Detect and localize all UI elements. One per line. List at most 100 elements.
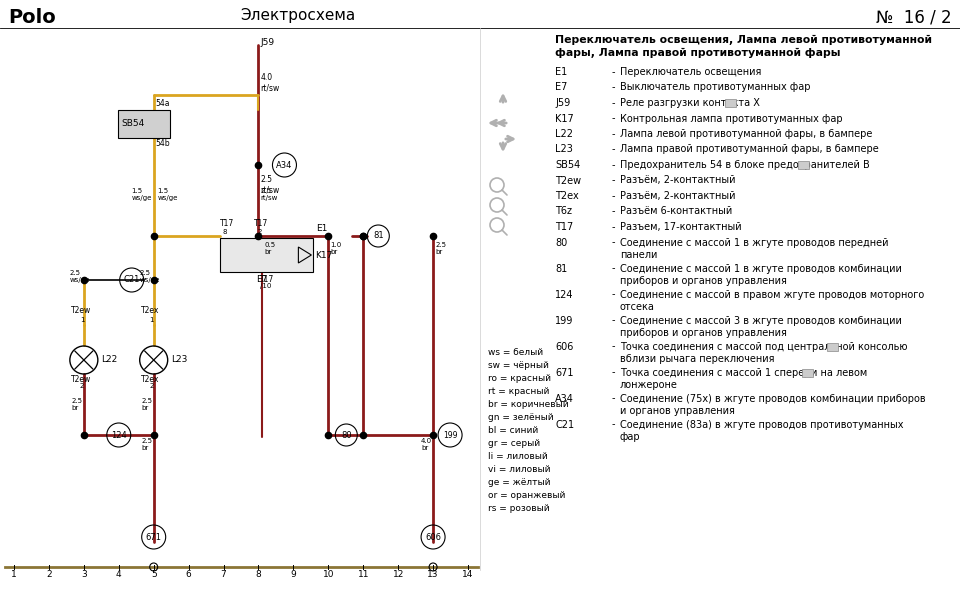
Text: 124: 124 — [555, 289, 573, 300]
Text: SB54: SB54 — [122, 120, 145, 128]
Text: Лампа правой противотуманной фары, в бампере: Лампа правой противотуманной фары, в бам… — [620, 144, 878, 155]
Text: отсека: отсека — [620, 303, 655, 313]
Text: ge = жёлтый: ge = жёлтый — [488, 478, 550, 487]
Text: br = коричневый: br = коричневый — [488, 400, 568, 409]
Text: 2.5
br: 2.5 br — [72, 398, 83, 411]
Text: L22: L22 — [101, 356, 117, 365]
Text: Выключатель противотуманных фар: Выключатель противотуманных фар — [620, 82, 810, 92]
Text: №  16 / 2: № 16 / 2 — [876, 8, 952, 26]
Text: -: - — [612, 191, 615, 201]
Text: T6z: T6z — [555, 207, 572, 217]
Text: Соединение с массой 1 в жгуте проводов передней: Соединение с массой 1 в жгуте проводов п… — [620, 237, 889, 247]
Text: T2ew: T2ew — [71, 375, 91, 384]
Text: 124: 124 — [111, 430, 127, 439]
Text: ro = красный: ro = красный — [488, 374, 551, 383]
Text: 2.5
ws/ge: 2.5 ws/ge — [140, 270, 160, 283]
Text: 606: 606 — [555, 342, 573, 352]
Text: T2ex: T2ex — [141, 375, 159, 384]
Text: Предохранитель 54 в блоке предохранителей В: Предохранитель 54 в блоке предохранителе… — [620, 160, 870, 170]
FancyBboxPatch shape — [118, 110, 170, 138]
Text: 2.5
rt/sw: 2.5 rt/sw — [260, 188, 277, 201]
Text: -: - — [612, 394, 615, 404]
Text: J59: J59 — [555, 98, 570, 108]
Text: vi = лиловый: vi = лиловый — [488, 465, 550, 474]
Text: J59: J59 — [260, 38, 275, 47]
Text: фар: фар — [620, 433, 640, 442]
FancyBboxPatch shape — [725, 99, 735, 107]
FancyBboxPatch shape — [799, 161, 809, 169]
Text: приборов и органов управления: приборов и органов управления — [620, 329, 787, 339]
Text: T17: T17 — [260, 275, 275, 284]
Text: 606: 606 — [425, 532, 441, 542]
Text: 14: 14 — [463, 570, 473, 579]
Text: T2ew: T2ew — [71, 306, 91, 315]
Text: -: - — [612, 129, 615, 139]
Text: -: - — [612, 420, 615, 430]
Text: 80: 80 — [341, 430, 351, 439]
Text: T2ex: T2ex — [555, 191, 579, 201]
Text: gn = зелёный: gn = зелёный — [488, 413, 554, 422]
Text: 671: 671 — [555, 368, 573, 378]
Text: 2.5
br: 2.5 br — [142, 438, 153, 451]
Text: -: - — [612, 237, 615, 247]
Text: 2: 2 — [80, 383, 84, 389]
Text: вблизи рычага переключения: вблизи рычага переключения — [620, 355, 775, 365]
Text: K17: K17 — [555, 114, 574, 124]
Text: приборов и органов управления: приборов и органов управления — [620, 276, 787, 287]
Text: 8: 8 — [255, 570, 261, 579]
Text: /10: /10 — [260, 283, 272, 289]
Text: 2.5
ws/ge: 2.5 ws/ge — [70, 270, 90, 283]
Text: Электросхема: Электросхема — [240, 8, 355, 23]
Text: -: - — [612, 160, 615, 170]
Text: Реле разгрузки контакта X: Реле разгрузки контакта X — [620, 98, 760, 108]
Text: L23: L23 — [171, 356, 187, 365]
Text: 5: 5 — [151, 570, 156, 579]
Text: Соединение с массой в правом жгуте проводов моторного: Соединение с массой в правом жгуте прово… — [620, 289, 924, 300]
Text: 0.5
br: 0.5 br — [264, 242, 276, 255]
Text: 3: 3 — [81, 570, 86, 579]
Text: Разъем, 17-контактный: Разъем, 17-контактный — [620, 222, 742, 232]
Text: 2.5
br: 2.5 br — [435, 242, 446, 255]
Text: T17: T17 — [254, 219, 269, 228]
Text: K17: K17 — [316, 250, 333, 259]
Text: 671: 671 — [146, 532, 161, 542]
Text: -: - — [612, 222, 615, 232]
Text: 4: 4 — [116, 570, 122, 579]
Text: 12: 12 — [393, 570, 404, 579]
Text: li = лиловый: li = лиловый — [488, 452, 548, 461]
Text: Точка соединения с массой под центральной консолью: Точка соединения с массой под центрально… — [620, 342, 907, 352]
Text: A34: A34 — [555, 394, 574, 404]
Text: L22: L22 — [555, 129, 573, 139]
Text: -: - — [612, 368, 615, 378]
Text: -: - — [612, 316, 615, 326]
Text: E7: E7 — [256, 275, 268, 284]
Text: SB54: SB54 — [555, 160, 580, 170]
Text: sw = чёрный: sw = чёрный — [488, 361, 549, 370]
Text: T17: T17 — [220, 219, 234, 228]
Text: лонжероне: лонжероне — [620, 381, 678, 391]
Text: Лампа левой противотуманной фары, в бампере: Лампа левой противотуманной фары, в бамп… — [620, 129, 873, 139]
Text: Соединение с массой 1 в жгуте проводов комбинации: Соединение с массой 1 в жгуте проводов к… — [620, 263, 901, 274]
Text: 8: 8 — [223, 229, 227, 235]
Text: панели: панели — [620, 250, 658, 260]
Text: 6: 6 — [185, 570, 191, 579]
Text: -: - — [612, 98, 615, 108]
Text: Точка соединения с массой 1 спереди на левом: Точка соединения с массой 1 спереди на л… — [620, 368, 867, 378]
Text: 1.5
ws/ge: 1.5 ws/ge — [132, 188, 152, 201]
FancyBboxPatch shape — [803, 368, 813, 377]
Text: -: - — [612, 114, 615, 124]
Text: -: - — [612, 82, 615, 92]
Text: 1.0
br: 1.0 br — [330, 242, 342, 255]
Text: -: - — [612, 263, 615, 274]
Text: C21: C21 — [555, 420, 574, 430]
Text: 199: 199 — [443, 430, 457, 439]
Text: -: - — [612, 175, 615, 185]
Text: C21: C21 — [124, 275, 140, 285]
Text: or = оранжевый: or = оранжевый — [488, 491, 565, 500]
Text: Разъём, 2-контактный: Разъём, 2-контактный — [620, 175, 735, 185]
Text: 1: 1 — [150, 317, 155, 323]
Text: ws = белый: ws = белый — [488, 348, 543, 357]
Text: gr = серый: gr = серый — [488, 439, 540, 448]
Text: 54b: 54b — [156, 139, 170, 148]
Text: 81: 81 — [373, 231, 384, 240]
